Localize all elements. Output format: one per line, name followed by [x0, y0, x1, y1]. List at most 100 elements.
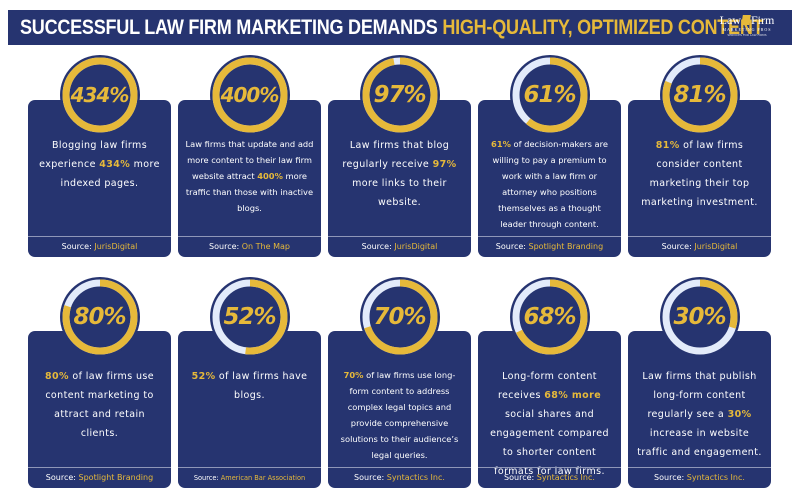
title-white-part: SUCCESSFUL LAW FIRM MARKETING DEMANDS: [20, 16, 438, 39]
description-highlight: 68% more: [544, 390, 602, 401]
description-lead: Law firms that publish long-form content…: [642, 371, 757, 420]
source-line: Source: On The Map: [178, 237, 321, 257]
law-firm-marketing-pros-logo: Law Firm MARKETING PROS SERVICES FOR LAW…: [712, 13, 782, 43]
description-tail: of law firms use long-form content to ad…: [340, 370, 459, 460]
source-label: Source:: [495, 242, 526, 251]
description-tail: of law firms consider content marketing …: [641, 140, 758, 208]
source-divider: [178, 236, 321, 237]
description-text: 80% of law firms use content marketing t…: [34, 367, 165, 443]
stat-description: 52% of law firms have blogs.: [178, 367, 321, 467]
stat-card: 52% of law firms have blogs. Source: Amer…: [178, 331, 321, 488]
source-line: Source: Syntactics Inc.: [328, 468, 471, 488]
stat-card: Law firms that publish long-form content…: [628, 331, 771, 488]
ring-chart-icon: [659, 277, 740, 357]
ring-chart-icon: [209, 55, 290, 135]
stat-value: 61%: [523, 82, 576, 108]
logo-tagline: SERVICES FOR LAW FIRMS: [727, 33, 767, 37]
description-highlight: 400%: [257, 171, 283, 181]
description-tail: more traffic than those with inactive bl…: [185, 171, 314, 213]
source-name: Syntactics Inc.: [386, 473, 445, 482]
source-divider: [28, 467, 171, 468]
source-name: Syntactics Inc.: [686, 473, 745, 482]
stat-value: 30%: [673, 304, 726, 330]
stat-value: 81%: [673, 82, 726, 108]
source-label: Source:: [193, 474, 219, 482]
description-highlight: 61%: [491, 139, 511, 149]
description-highlight: 81%: [655, 140, 680, 151]
description-tail: of law firms use content marketing to at…: [45, 371, 154, 439]
progress-ring: 80%: [59, 276, 141, 358]
source-name: Spotlight Branding: [528, 242, 604, 251]
source-line: Source: Syntactics Inc.: [478, 468, 621, 488]
source-name: Syntactics Inc.: [536, 473, 595, 482]
source-line: Source: JurisDigital: [28, 237, 171, 257]
stat-description: 80% of law firms use content marketing t…: [28, 367, 171, 467]
description-text: Law firms that blog regularly receive 97…: [334, 136, 465, 212]
stat-value: 97%: [373, 82, 426, 108]
description-text: Long-form content receives 68% more soci…: [484, 367, 615, 481]
stat-description: Blogging law firms experience 434% more …: [28, 136, 171, 236]
source-label: Source:: [209, 242, 240, 251]
description-lead: Long-form content receives: [497, 371, 597, 401]
source-divider: [628, 467, 771, 468]
stat-card: 80% of law firms use content marketing t…: [28, 331, 171, 488]
title-highlight-part: HIGH-QUALITY, OPTIMIZED CONTENT: [442, 16, 764, 39]
ring-chart-icon: [509, 55, 590, 135]
progress-ring: 52%: [209, 276, 291, 358]
source-label: Source:: [504, 473, 535, 482]
source-divider: [328, 467, 471, 468]
description-text: 52% of law firms have blogs.: [184, 367, 315, 405]
source-divider: [478, 236, 621, 237]
progress-ring: 61%: [509, 54, 591, 136]
source-name: JurisDigital: [94, 242, 138, 251]
source-line: Source: Spotlight Branding: [28, 468, 171, 488]
logo-subtitle: MARKETING PROS: [722, 27, 772, 32]
progress-ring: 81%: [659, 54, 741, 136]
description-lead: Law firms that blog regularly receive: [342, 140, 450, 170]
ring-chart-icon: [59, 55, 140, 135]
source-line: Source: American Bar Association: [178, 468, 321, 488]
ring-chart-icon: [659, 55, 740, 135]
logo-word-left: Law: [719, 13, 741, 27]
source-label: Source:: [354, 473, 385, 482]
stat-description: 70% of law firms use long-form content t…: [328, 367, 471, 467]
description-highlight: 70%: [343, 370, 364, 380]
stat-description: 81% of law firms consider content market…: [628, 136, 771, 236]
source-line: Source: Spotlight Branding: [478, 237, 621, 257]
stat-card: Long-form content receives 68% more soci…: [478, 331, 621, 488]
description-highlight: 52%: [191, 371, 216, 382]
ring-chart-icon: [359, 277, 440, 357]
source-line: Source: Syntactics Inc.: [628, 468, 771, 488]
logo-word-right: Firm: [750, 13, 775, 27]
source-divider: [478, 467, 621, 468]
description-lead: Blogging law firms experience: [39, 140, 148, 170]
description-text: Blogging law firms experience 434% more …: [34, 136, 165, 193]
stat-description: Law firms that update and add more conte…: [178, 136, 321, 236]
source-label: Source:: [661, 242, 692, 251]
description-highlight: 434%: [99, 159, 131, 170]
source-label: Source:: [361, 242, 392, 251]
source-divider: [178, 467, 321, 468]
description-tail: increase in website traffic and engageme…: [637, 428, 762, 458]
source-name: On The Map: [241, 242, 290, 251]
description-text: Law firms that update and add more conte…: [184, 136, 315, 216]
source-line: Source: JurisDigital: [628, 237, 771, 257]
stat-description: Law firms that blog regularly receive 97…: [328, 136, 471, 236]
source-line: Source: JurisDigital: [328, 237, 471, 257]
stat-description: Law firms that publish long-form content…: [628, 367, 771, 467]
description-tail: more links to their website.: [352, 178, 447, 208]
source-divider: [328, 236, 471, 237]
description-tail: social shares and engagement compared to…: [490, 409, 609, 477]
description-text: Law firms that publish long-form content…: [634, 367, 765, 462]
source-name: JurisDigital: [694, 242, 738, 251]
source-label: Source:: [45, 473, 76, 482]
description-lead: Law firms that update and add more conte…: [185, 139, 314, 181]
description-tail: of decision-makers are willing to pay a …: [492, 139, 608, 229]
page-title: SUCCESSFUL LAW FIRM MARKETING DEMANDS HI…: [20, 13, 764, 43]
description-highlight: 80%: [45, 371, 69, 382]
stat-value: 70%: [373, 304, 426, 330]
stat-value: 68%: [523, 304, 576, 330]
source-label: Source:: [654, 473, 685, 482]
source-name: Spotlight Branding: [78, 473, 154, 482]
stat-value: 434%: [70, 83, 130, 107]
